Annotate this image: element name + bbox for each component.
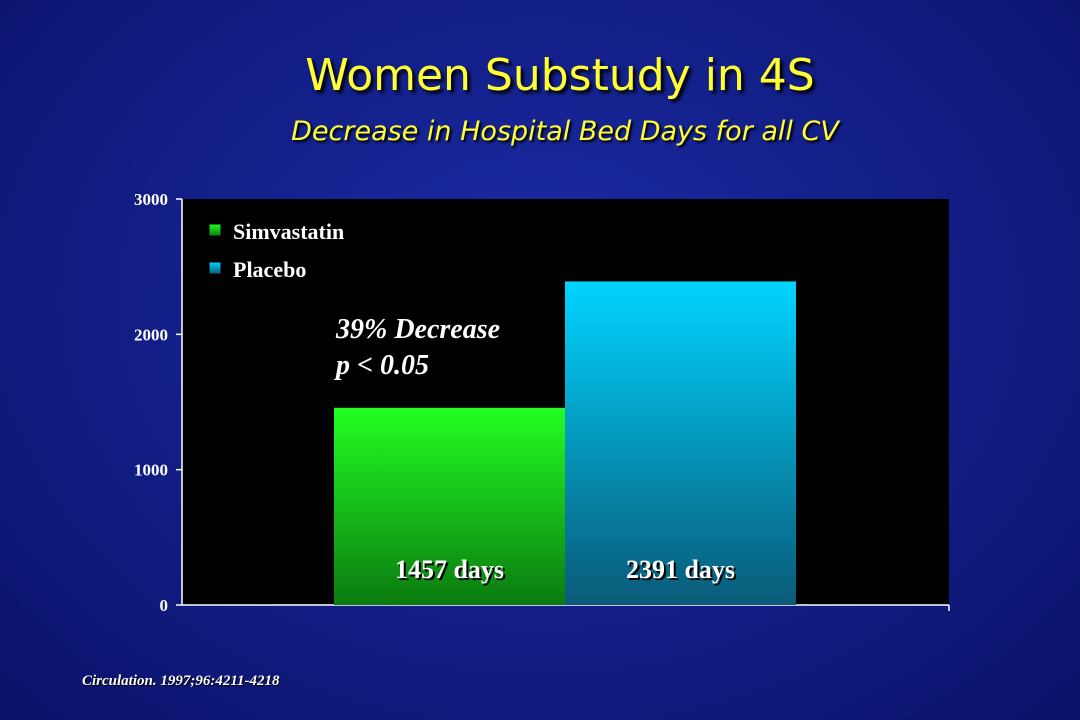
bar-simvastatin: [334, 407, 565, 605]
legend-swatch-placebo: [208, 261, 222, 275]
legend: Simvastatin Placebo: [208, 219, 344, 282]
legend-label-placebo: Placebo: [233, 257, 306, 282]
y-tick-label: 0: [160, 596, 169, 615]
data-label-shadow: 1457 days: [397, 557, 506, 586]
data-label-placebo: 2391 days: [626, 555, 735, 584]
y-tick-label: 2000: [134, 325, 168, 344]
bar-placebo: [565, 281, 796, 605]
legend-label-simvastatin: Simvastatin: [233, 219, 344, 244]
legend-swatch-simvastatin: [208, 223, 222, 237]
slide-title: Women Substudy in 4S: [305, 50, 815, 101]
y-tick-label: 3000: [134, 190, 168, 209]
data-label-simvastatin: 1457 days: [395, 555, 504, 584]
axes: 0 1000 2000 3000: [134, 190, 950, 615]
source-citation: Circulation. 1997;96:4211-4218: [82, 673, 280, 689]
y-tick-label: 1000: [134, 461, 168, 480]
slide-subtitle: Decrease in Hospital Bed Days for all CV: [291, 116, 839, 147]
annotation-p-value: p < 0.05: [336, 350, 429, 381]
annotation-decrease: 39% Decrease: [336, 314, 501, 345]
data-label-shadow: 2391 days: [628, 557, 737, 586]
decrease-annotation: 39% Decrease p < 0.05: [336, 312, 500, 384]
